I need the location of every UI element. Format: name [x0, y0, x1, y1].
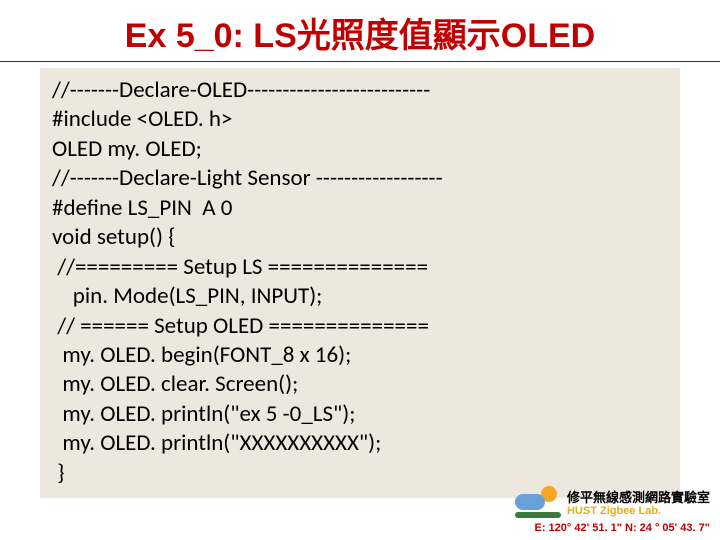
lab-text: 修平無線感測網路實驗室 HUST Zigbee Lab.: [567, 491, 710, 517]
footer: 修平無線感測網路實驗室 HUST Zigbee Lab. E: 120° 42'…: [515, 488, 710, 534]
coordinates: E: 120° 42' 51. 1" N: 24 ° 05' 43. 7": [515, 522, 710, 534]
title-bar: Ex 5_0: LS光照度值顯示OLED: [0, 0, 720, 62]
lab-name-en: HUST Zigbee Lab.: [567, 505, 710, 517]
lab-logo: [515, 488, 561, 520]
slide-title: Ex 5_0: LS光照度值顯示OLED: [125, 8, 595, 57]
lab-name-zh: 修平無線感測網路實驗室: [567, 491, 710, 505]
footer-top: 修平無線感測網路實驗室 HUST Zigbee Lab.: [515, 488, 710, 520]
cloud-icon: [515, 494, 545, 510]
wave-icon: [515, 512, 561, 518]
code-block: //-------Declare-OLED-------------------…: [40, 68, 680, 498]
